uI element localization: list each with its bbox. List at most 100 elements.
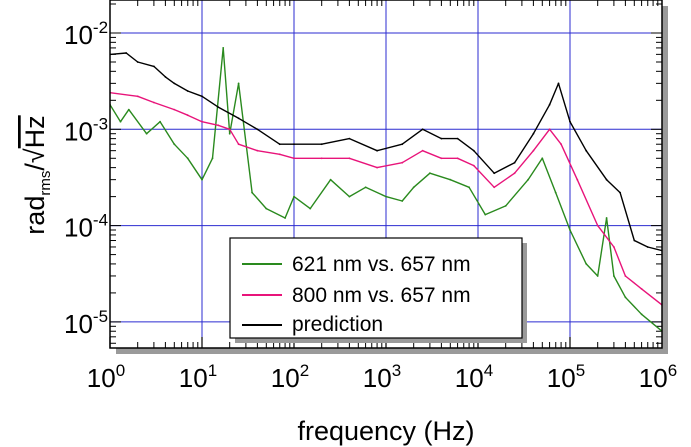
legend-box xyxy=(229,237,523,339)
data-point xyxy=(640,288,643,290)
data-point xyxy=(186,114,189,117)
data-point xyxy=(640,313,643,316)
data-point xyxy=(624,275,627,277)
x-tick-label: 101 xyxy=(179,361,217,393)
x-tick-label: 106 xyxy=(639,361,677,393)
x-tick-label: 100 xyxy=(87,361,125,393)
y-tick-exp: -2 xyxy=(93,18,108,37)
x-tick-labels: 100 101 102 103 104 105 106 xyxy=(87,361,677,393)
data-point xyxy=(440,157,443,160)
data-point xyxy=(554,191,557,194)
data-point xyxy=(421,149,424,152)
data-point xyxy=(385,195,387,198)
legend-label-prediction: prediction xyxy=(292,313,383,336)
data-point xyxy=(293,143,295,146)
data-point xyxy=(401,161,404,164)
data-point xyxy=(548,103,551,106)
x-tick-exp: 4 xyxy=(484,361,493,380)
data-point xyxy=(532,132,535,135)
y-tick-exp: -5 xyxy=(93,307,108,326)
data-point xyxy=(201,95,203,98)
data-point xyxy=(585,263,588,265)
data-point xyxy=(513,161,516,164)
data-point xyxy=(440,137,443,140)
data-point xyxy=(278,153,281,156)
y-tick-label: 10-2 xyxy=(64,18,108,50)
data-point xyxy=(173,82,176,85)
x-tick-exp: 6 xyxy=(668,361,677,380)
data-point xyxy=(320,143,323,146)
data-point xyxy=(596,275,599,277)
y-axis-title-slash: / xyxy=(20,163,50,171)
x-axis-title: frequency (Hz) xyxy=(297,416,474,446)
y-tick-base: 10 xyxy=(64,309,93,339)
data-point xyxy=(401,143,404,146)
x-tick-base: 10 xyxy=(363,363,392,393)
data-point xyxy=(401,200,404,202)
x-tick-base: 10 xyxy=(179,363,208,393)
x-tick-base: 10 xyxy=(455,363,484,393)
data-point xyxy=(217,124,220,127)
data-point xyxy=(633,239,636,242)
data-point xyxy=(541,157,544,160)
data-point xyxy=(136,95,139,98)
x-tick-exp: 0 xyxy=(116,361,125,380)
data-point xyxy=(348,157,351,160)
series-group xyxy=(110,47,662,333)
data-point xyxy=(237,117,240,120)
data-point xyxy=(613,275,615,277)
data-point xyxy=(251,191,254,194)
data-point xyxy=(585,149,588,152)
data-point xyxy=(376,166,378,169)
y-tick-exp: -4 xyxy=(93,211,108,230)
data-point xyxy=(145,132,148,135)
data-point xyxy=(560,143,562,146)
y-axis-title-main: rad xyxy=(20,196,50,235)
data-point xyxy=(348,137,351,140)
y-tick-label: 10-3 xyxy=(64,114,108,146)
legend-label-800: 800 nm vs. 657 nm xyxy=(292,284,471,307)
data-point xyxy=(576,178,579,181)
data-point xyxy=(201,120,203,123)
x-tick-base: 10 xyxy=(547,363,576,393)
x-tick-label: 105 xyxy=(547,361,585,393)
data-point xyxy=(472,164,475,167)
data-point xyxy=(456,157,459,160)
data-point xyxy=(237,82,240,85)
y-tick-base: 10 xyxy=(64,213,93,243)
data-point xyxy=(348,195,351,198)
data-point xyxy=(624,296,627,299)
y-tick-exp: -3 xyxy=(93,114,108,133)
data-point xyxy=(265,207,268,210)
data-point xyxy=(320,157,323,160)
data-point xyxy=(136,61,139,63)
data-point xyxy=(293,157,295,160)
y-tick-labels: 10-510-410-310-2 xyxy=(64,18,108,339)
data-point xyxy=(329,178,332,181)
x-tick-base: 10 xyxy=(271,363,300,393)
data-point xyxy=(429,172,431,175)
data-point xyxy=(421,128,424,131)
x-tick-base: 10 xyxy=(639,363,668,393)
data-point xyxy=(548,128,551,131)
data-point xyxy=(468,186,470,189)
data-point xyxy=(493,186,496,189)
x-tick-exp: 2 xyxy=(300,361,309,380)
data-point xyxy=(293,195,295,198)
y-axis-title-unit: Hz xyxy=(20,115,50,148)
data-point xyxy=(125,52,128,54)
x-tick-label: 104 xyxy=(455,361,493,393)
data-point xyxy=(256,128,259,131)
data-point xyxy=(153,101,155,104)
data-point xyxy=(569,229,571,231)
x-tick-exp: 5 xyxy=(576,361,585,380)
data-point xyxy=(201,178,203,181)
data-point xyxy=(159,120,162,123)
data-point xyxy=(222,47,225,49)
data-point xyxy=(153,65,155,68)
data-point xyxy=(309,207,312,210)
y-axis-title: radrms/√Hz xyxy=(20,115,54,234)
data-point xyxy=(596,224,599,227)
legend-label-621: 621 nm vs. 657 nm xyxy=(292,253,471,276)
data-point xyxy=(527,178,529,181)
